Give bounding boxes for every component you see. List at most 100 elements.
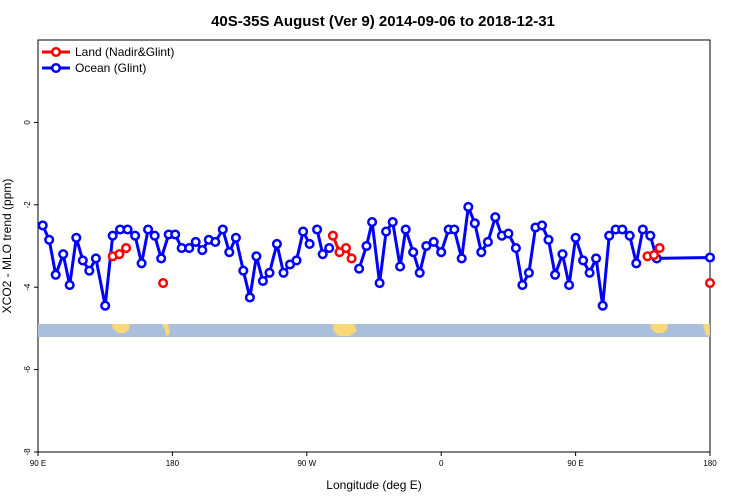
data-point xyxy=(100,300,111,311)
data-point xyxy=(170,229,181,240)
chart-title: 40S-35S August (Ver 9) 2014-09-06 to 201… xyxy=(211,13,555,30)
data-point xyxy=(114,249,125,260)
data-point xyxy=(238,265,249,276)
data-point xyxy=(523,267,534,278)
data-point xyxy=(564,280,575,291)
data-point xyxy=(624,230,635,241)
data-point xyxy=(637,224,648,235)
data-point xyxy=(278,267,289,278)
data-point xyxy=(374,278,385,289)
data-point xyxy=(217,224,228,235)
data-point xyxy=(361,240,372,252)
data-point xyxy=(449,224,460,235)
data-point xyxy=(230,232,241,243)
data-point xyxy=(64,280,75,291)
data-point xyxy=(107,230,118,241)
data-point xyxy=(428,236,439,247)
data-point xyxy=(340,243,352,254)
data-point xyxy=(381,226,392,237)
data-point xyxy=(190,236,201,247)
data-point xyxy=(77,255,88,266)
data-point xyxy=(536,220,548,231)
x-tick-label: 90 E xyxy=(567,459,583,468)
y-axis-label: XCO2 - MLO trend (ppm) xyxy=(0,179,14,314)
data-point xyxy=(143,224,154,235)
data-point xyxy=(604,230,615,241)
data-point xyxy=(617,224,628,235)
data-point xyxy=(291,255,302,266)
data-point xyxy=(324,243,335,254)
data-point xyxy=(591,253,602,264)
data-point xyxy=(346,253,357,264)
legend-land-marker xyxy=(50,46,62,58)
data-point xyxy=(387,217,398,228)
data-point xyxy=(84,265,95,276)
data-point xyxy=(557,249,568,260)
land-nz-2 xyxy=(703,324,710,336)
data-point xyxy=(156,253,167,264)
y-tick-label: -8 xyxy=(23,448,32,456)
data-point xyxy=(257,275,268,287)
data-point xyxy=(550,269,561,280)
y-tick-label: -2 xyxy=(23,201,32,209)
data-point xyxy=(244,292,255,303)
data-point xyxy=(421,240,432,252)
data-point xyxy=(367,217,378,228)
data-point xyxy=(158,278,169,289)
data-point xyxy=(476,247,487,258)
legend-ocean-marker xyxy=(50,62,62,74)
data-point xyxy=(482,236,493,247)
land-nz-1 xyxy=(162,324,170,336)
data-point xyxy=(264,267,275,278)
y-tick-label: -4 xyxy=(23,283,32,291)
x-tick-label: 0 xyxy=(439,459,444,468)
land-south-america xyxy=(333,324,357,336)
data-point xyxy=(327,230,338,241)
data-point xyxy=(469,218,480,229)
data-point xyxy=(510,243,521,254)
data-point xyxy=(704,278,716,289)
data-point xyxy=(298,226,309,237)
data-point xyxy=(456,253,467,264)
data-point xyxy=(463,201,474,212)
land-australia-1 xyxy=(112,324,130,333)
data-point xyxy=(210,236,221,247)
data-point xyxy=(503,228,514,239)
data-point xyxy=(271,238,282,249)
ocean-band xyxy=(38,324,710,337)
legend-ocean-label: Ocean (Glint) xyxy=(75,61,146,75)
data-point xyxy=(414,267,425,278)
data-point xyxy=(122,224,133,235)
series-line xyxy=(41,224,311,308)
y-tick-label: 0 xyxy=(23,120,32,125)
land-australia-2 xyxy=(650,324,668,333)
x-axis-label: Longitude (deg E) xyxy=(326,478,421,492)
data-point xyxy=(130,230,141,241)
data-point xyxy=(317,249,328,260)
data-point xyxy=(436,247,447,258)
data-point xyxy=(517,280,528,291)
data-point xyxy=(395,261,406,272)
data-point xyxy=(58,249,69,260)
x-tick-label: 180 xyxy=(166,459,180,468)
data-point xyxy=(184,243,195,254)
data-point xyxy=(570,232,581,243)
data-point xyxy=(251,251,262,262)
data-point xyxy=(197,245,208,256)
map-strip xyxy=(38,324,710,337)
legend: Land (Nadir&Glint) Ocean (Glint) xyxy=(42,45,174,75)
series-land xyxy=(107,230,716,289)
data-point xyxy=(400,224,411,235)
data-point xyxy=(584,267,595,278)
series-ocean xyxy=(37,201,716,311)
x-tick-label: 90 W xyxy=(297,459,316,468)
data-point xyxy=(44,234,55,245)
data-point xyxy=(149,230,160,241)
data-point xyxy=(490,212,501,223)
axes: 90 E 180 90 W 0 90 E 180 -8 -6 -4 -2 0 xyxy=(23,120,717,468)
data-point xyxy=(543,234,554,245)
data-point xyxy=(631,258,642,269)
data-point xyxy=(408,247,419,258)
data-point xyxy=(90,253,101,264)
